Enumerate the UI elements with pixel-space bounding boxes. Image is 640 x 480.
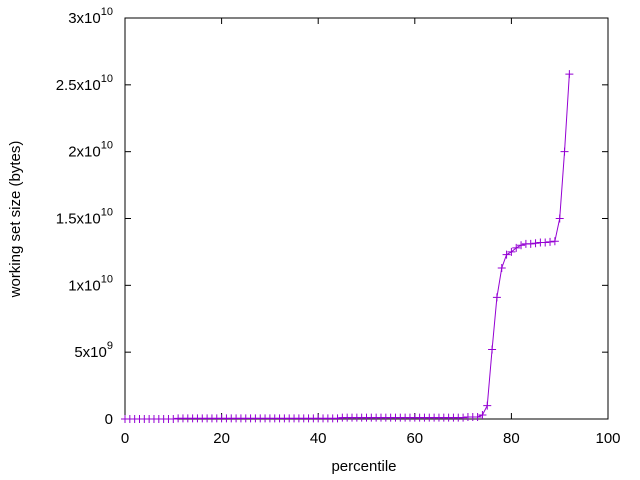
point-marker [531,239,540,248]
y-tick-label: 0 [105,411,113,428]
point-marker [483,401,492,410]
point-marker [512,243,521,252]
y-tick-power: 10 [101,207,113,219]
point-marker [497,263,506,272]
y-tick-label: 1.5x1010 [56,207,113,228]
point-marker [502,250,511,259]
point-marker [560,147,569,156]
point-marker [459,413,468,422]
point-marker [526,239,535,248]
point-marker [555,214,564,223]
y-tick-mantissa: 2x10 [68,144,101,161]
y-tick-mantissa: 1x10 [68,277,101,294]
y-tick-mantissa: 1.5x10 [56,211,101,228]
point-marker [492,293,501,302]
y-tick-label: 2x1010 [68,140,113,161]
point-marker [333,414,342,423]
x-tick-label: 20 [213,430,230,447]
x-tick-label: 60 [406,430,423,447]
point-marker [517,241,526,250]
y-tick-mantissa: 2.5x10 [56,77,101,94]
point-marker [488,345,497,354]
plot-border [124,17,609,420]
point-marker [541,238,550,247]
x-tick-label: 0 [121,430,129,447]
y-axis-label: working set size (bytes) [7,141,24,299]
y-tick-label: 1x1010 [68,273,113,294]
point-marker [550,237,559,246]
x-axis-label: percentile [331,458,396,475]
point-marker [546,237,555,246]
y-tick-power: 10 [101,140,113,152]
point-marker [507,247,516,256]
x-tick-label: 100 [595,430,620,447]
y-tick-power: 10 [101,6,113,18]
point-marker [478,410,487,419]
y-tick-mantissa: 5x10 [74,344,107,361]
y-tick-label: 2.5x1010 [56,73,113,94]
series-line [125,74,570,420]
x-tick-label: 40 [310,430,327,447]
x-tick-label: 80 [503,430,520,447]
y-tick-power: 10 [101,73,113,85]
y-tick-label: 3x1010 [68,6,113,27]
y-tick-power: 10 [101,273,113,285]
y-tick-label: 5x109 [74,340,113,361]
point-marker [473,412,482,421]
point-marker [565,70,574,79]
y-tick-mantissa: 3x10 [68,10,101,27]
y-tick-power: 9 [107,340,113,352]
point-marker [169,415,178,423]
